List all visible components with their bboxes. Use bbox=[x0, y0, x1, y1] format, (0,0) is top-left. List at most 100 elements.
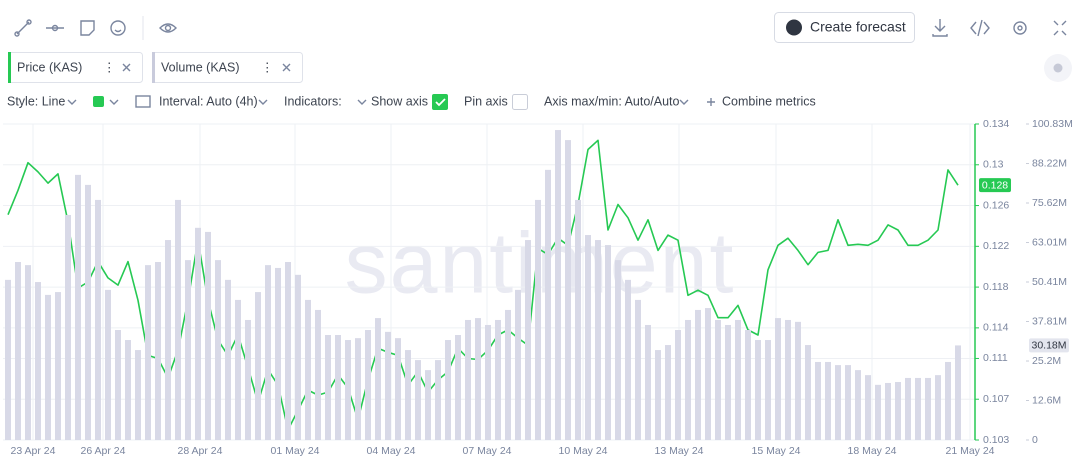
volume-bar bbox=[365, 329, 371, 440]
y2-tick-label: 37.81M bbox=[1032, 315, 1067, 327]
x-tick-label: 04 May 24 bbox=[366, 445, 415, 457]
volume-bar bbox=[295, 274, 301, 440]
volume-bar bbox=[325, 335, 331, 440]
volume-bar bbox=[275, 267, 281, 440]
create-forecast-button[interactable] bbox=[774, 12, 915, 43]
volume-bar bbox=[945, 361, 951, 440]
tab-close[interactable] bbox=[282, 63, 291, 72]
volume-bar bbox=[725, 324, 731, 440]
volume-bar bbox=[185, 260, 191, 440]
hline-tool[interactable] bbox=[46, 24, 64, 32]
volume-bar bbox=[555, 130, 561, 441]
volume-bar bbox=[535, 199, 541, 440]
side-button-dot bbox=[1053, 63, 1063, 73]
download-button[interactable] bbox=[932, 19, 948, 37]
y-tick-label: 0.118 bbox=[983, 281, 1009, 293]
forecast-icon bbox=[786, 19, 802, 36]
volume-bar bbox=[215, 260, 221, 440]
chevron bbox=[357, 99, 367, 105]
volume-bar bbox=[445, 340, 451, 440]
volume-bar bbox=[935, 375, 941, 440]
tab-close[interactable] bbox=[122, 63, 131, 72]
pin-axis-checkbox[interactable] bbox=[512, 94, 528, 110]
volume-bar bbox=[15, 261, 21, 440]
axes: 23 Apr 24 26 Apr 24 28 Apr 24 01 May 24 04 M… bbox=[11, 118, 1073, 457]
volume-bar bbox=[395, 338, 401, 440]
line-tool[interactable] bbox=[14, 19, 32, 37]
volume-bar bbox=[605, 245, 611, 440]
volume-bar bbox=[635, 299, 641, 440]
tab-menu[interactable]: ⋮ bbox=[261, 60, 274, 74]
y2-tick-label: 25.2M bbox=[1032, 355, 1061, 367]
settings-row: Style: Line Interval: Auto (4h) Indicato… bbox=[7, 94, 816, 110]
axis-minmax-setting[interactable]: Axis max/min: Auto/Auto bbox=[544, 94, 680, 108]
volume-bar bbox=[755, 340, 761, 440]
style-setting[interactable]: Style: Line bbox=[7, 94, 65, 108]
volume-bar bbox=[265, 265, 271, 440]
show-axis-label[interactable]: Show axis bbox=[371, 94, 428, 108]
price-tab-label[interactable]: Price (KAS) bbox=[17, 60, 82, 74]
volume-bar bbox=[845, 365, 851, 440]
volume-bar bbox=[515, 289, 521, 440]
tab-menu[interactable]: ⋮ bbox=[103, 60, 116, 74]
create-forecast-label[interactable]: Create forecast bbox=[810, 19, 906, 35]
metric-tabs: Price (KAS) ⋮ Volume (KAS) ⋮ bbox=[8, 52, 1072, 83]
pin-axis-label[interactable]: Pin axis bbox=[464, 94, 508, 108]
volume-bar bbox=[405, 350, 411, 440]
volume-bar bbox=[355, 338, 361, 440]
volume-bar bbox=[855, 370, 861, 440]
x-tick-label: 15 May 24 bbox=[751, 445, 800, 457]
chevron bbox=[67, 99, 77, 105]
view-toggle[interactable] bbox=[159, 23, 177, 33]
y2-tick-label: 100.83M bbox=[1032, 118, 1073, 130]
settings-button[interactable] bbox=[1013, 21, 1027, 35]
volume-bar bbox=[885, 382, 891, 440]
volume-badge bbox=[1029, 338, 1069, 353]
volume-bar bbox=[195, 227, 201, 440]
fullscreen-button[interactable] bbox=[1053, 20, 1067, 36]
volume-bar bbox=[865, 375, 871, 440]
show-axis-checkbox[interactable] bbox=[432, 94, 448, 110]
volume-bar bbox=[665, 345, 671, 440]
embed-button[interactable] bbox=[970, 19, 990, 37]
volume-bar bbox=[805, 345, 811, 440]
volume-bar bbox=[775, 318, 781, 440]
volume-bar bbox=[735, 319, 741, 440]
volume-bar bbox=[505, 309, 511, 440]
indicators-setting[interactable]: Indicators: bbox=[284, 94, 342, 108]
volume-bar bbox=[615, 260, 621, 440]
y-tick-label: 0.107 bbox=[983, 393, 1009, 405]
note-tool[interactable] bbox=[80, 20, 95, 36]
x-tick-label: 01 May 24 bbox=[270, 445, 319, 457]
volume-tab-label[interactable]: Volume (KAS) bbox=[161, 60, 240, 74]
volume-bar bbox=[425, 370, 431, 440]
volume-bar bbox=[545, 169, 551, 440]
y-tick-label: 0.126 bbox=[983, 199, 1009, 211]
volume-bar bbox=[955, 345, 961, 440]
volume-bar bbox=[875, 384, 881, 440]
color-picker[interactable] bbox=[93, 96, 104, 107]
chevron bbox=[109, 99, 119, 105]
volume-bar bbox=[835, 365, 841, 440]
volume-bar bbox=[435, 360, 441, 440]
volume-bar bbox=[465, 319, 471, 440]
volume-tab-color bbox=[152, 52, 155, 83]
volume-bar bbox=[245, 319, 251, 440]
volume-bar bbox=[225, 279, 231, 440]
volume-bar bbox=[705, 308, 711, 440]
volume-bar bbox=[625, 279, 631, 440]
interval-setting[interactable]: Interval: Auto (4h) bbox=[159, 94, 258, 108]
volume-bar bbox=[335, 335, 341, 440]
x-tick-label: 18 May 24 bbox=[847, 445, 896, 457]
combine-metrics[interactable]: Combine metrics bbox=[722, 94, 816, 108]
volume-bar bbox=[905, 377, 911, 440]
toolbar: Create forecast bbox=[14, 12, 1067, 43]
volume-bar bbox=[565, 140, 571, 440]
volume-bar bbox=[165, 240, 171, 440]
volume-bar bbox=[695, 309, 701, 440]
emoji-tool[interactable] bbox=[110, 20, 126, 36]
volume-bar bbox=[45, 294, 51, 440]
volume-bar bbox=[5, 279, 11, 440]
volume-bar bbox=[305, 299, 311, 440]
